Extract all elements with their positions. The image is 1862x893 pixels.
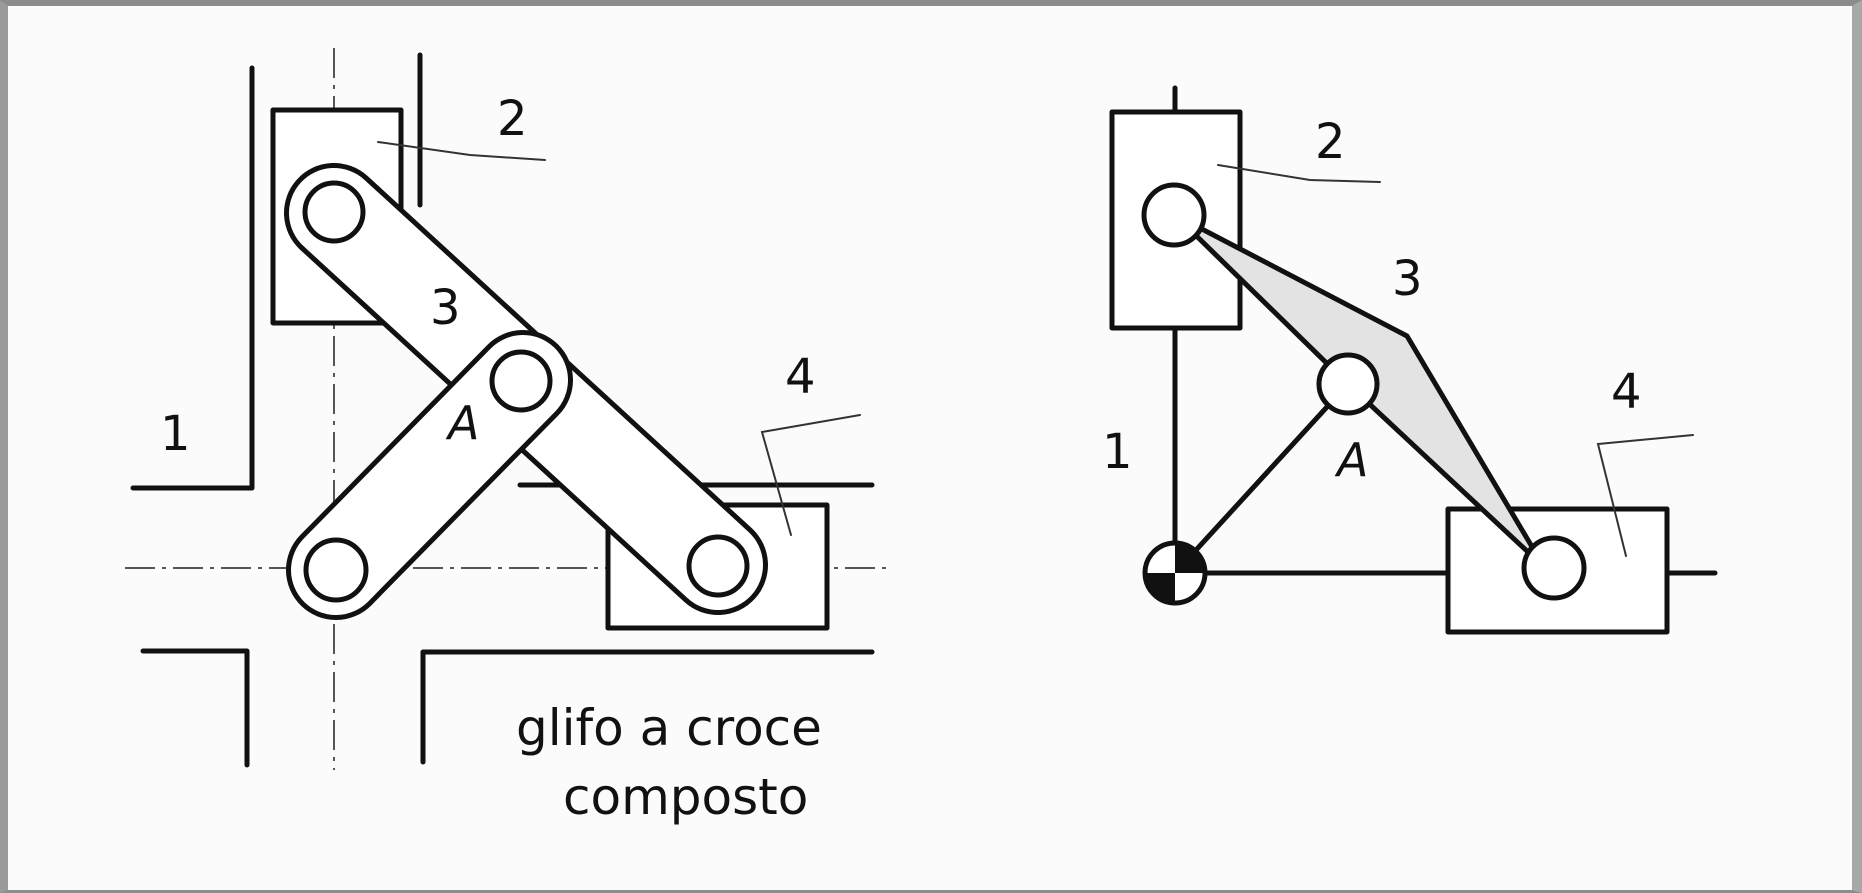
- left-guide-top-left: [130, 65, 255, 491]
- left-label-3: 3: [430, 280, 461, 336]
- left-pin-slider-2: [302, 180, 366, 244]
- right-pin-slider-2: [1141, 182, 1207, 248]
- left-diagram: 1 2 3 4 A glifo a croce composto: [125, 48, 890, 826]
- left-pin-A: [489, 349, 553, 413]
- left-leader-4: [760, 414, 861, 536]
- right-label-2: 2: [1315, 114, 1346, 170]
- right-pin-A: [1316, 352, 1380, 416]
- left-pin-slider-4: [686, 534, 750, 598]
- right-crank-A: [1172, 381, 1351, 576]
- left-label-1: 1: [160, 406, 191, 462]
- left-crank-A-fill: [291, 335, 568, 615]
- left-label-4: 4: [785, 349, 816, 405]
- left-label-A: A: [445, 396, 479, 450]
- left-leader-2: [377, 141, 546, 161]
- right-leader-4: [1596, 434, 1694, 557]
- left-caption-line2: composto: [563, 768, 808, 826]
- right-label-4: 4: [1611, 364, 1642, 420]
- left-guide-bottom-right: [420, 649, 875, 765]
- right-label-1: 1: [1102, 424, 1133, 480]
- left-caption-line1: glifo a croce: [516, 699, 822, 757]
- left-label-2: 2: [497, 91, 528, 147]
- right-leader-2: [1217, 164, 1381, 183]
- right-ground-pivot-icon: [1142, 540, 1208, 606]
- left-guide-bottom-left: [140, 648, 250, 768]
- right-label-A: A: [1334, 433, 1368, 487]
- left-pin-ground: [303, 537, 369, 603]
- right-pin-slider-4: [1521, 535, 1587, 601]
- right-label-3: 3: [1392, 251, 1423, 307]
- right-diagram: 1 2 3 4 A: [1102, 85, 1718, 635]
